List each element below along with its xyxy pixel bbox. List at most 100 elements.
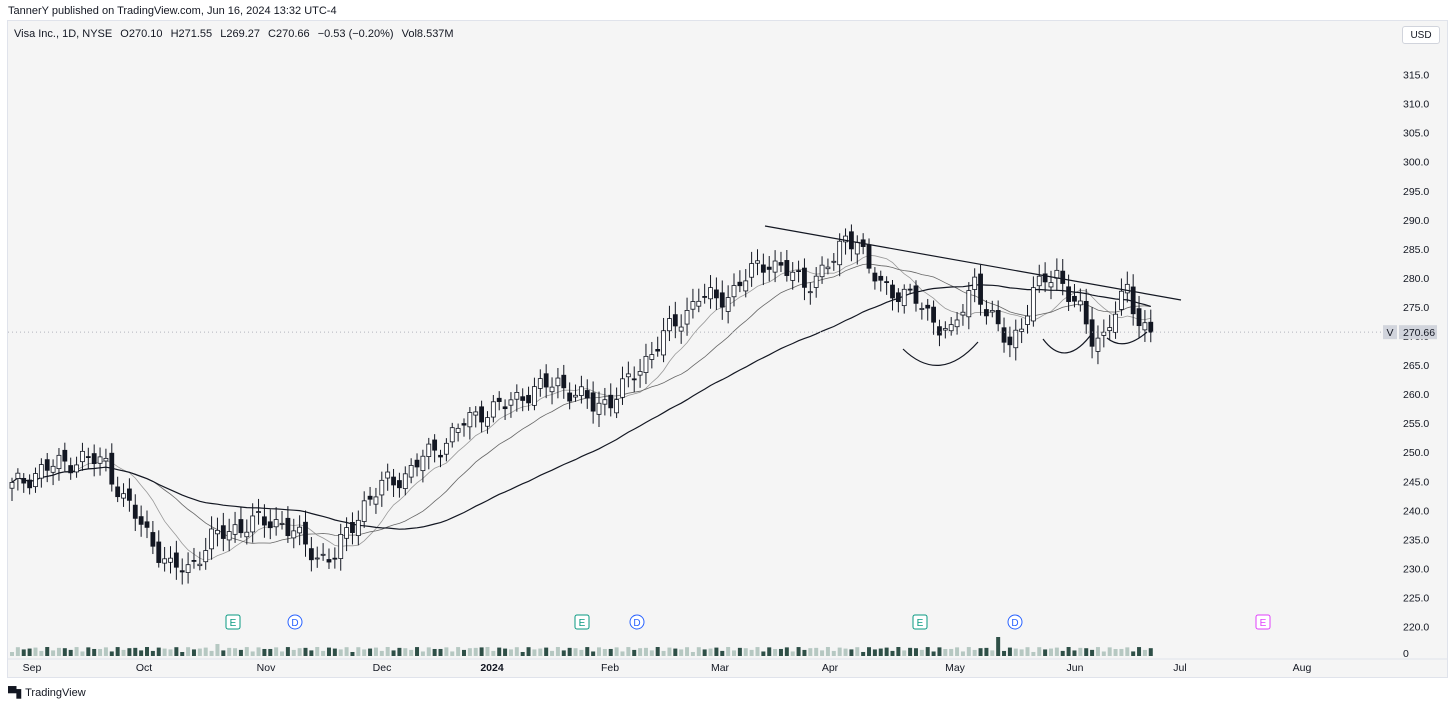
candle-body — [796, 270, 801, 273]
volume-bar — [714, 647, 719, 656]
candle-body — [714, 289, 719, 299]
candle-body — [408, 465, 414, 478]
candle-body — [256, 511, 261, 513]
x-tick-label: May — [945, 662, 966, 674]
y-tick-label: 305.0 — [1403, 128, 1429, 140]
candle-body — [555, 377, 561, 387]
candle-body — [397, 480, 402, 489]
volume-bar — [949, 648, 954, 656]
volume-bar — [215, 644, 220, 656]
candle-body — [308, 548, 314, 561]
candle-body — [438, 454, 443, 458]
x-tick-label: Sep — [23, 662, 42, 674]
volume-bar — [373, 647, 378, 656]
volume-bar — [1084, 648, 1089, 656]
candle-body — [297, 526, 303, 534]
candle-body — [285, 517, 291, 537]
volume-bar — [643, 647, 648, 656]
volume-bar — [550, 650, 555, 656]
candle-body — [238, 519, 244, 534]
arc-head — [1042, 331, 1094, 354]
candle-body — [1113, 313, 1118, 333]
candle-body — [913, 285, 919, 304]
volume-bar — [602, 648, 607, 656]
volume-bar — [438, 648, 443, 656]
candle-body — [672, 314, 678, 327]
candle-body — [203, 550, 209, 563]
candle-body — [925, 304, 931, 309]
publisher-line: TannerY published on TradingView.com, Ju… — [8, 5, 337, 17]
candle-body — [1001, 327, 1007, 343]
volume-bar — [461, 649, 466, 656]
y-tick-label: 300.0 — [1403, 157, 1429, 169]
candle-body — [373, 496, 379, 505]
volume-bar — [415, 647, 420, 656]
volume-bar — [391, 650, 396, 656]
candle-body — [226, 531, 232, 541]
volume-bar — [1048, 648, 1053, 656]
volume-bar — [74, 647, 79, 656]
candle-body — [385, 471, 391, 479]
y-tick-label: 295.0 — [1403, 186, 1429, 198]
volume-bar — [368, 648, 373, 656]
candle-body — [878, 275, 884, 281]
candle-body — [1013, 329, 1019, 349]
candle-body — [185, 564, 191, 573]
candle-body — [749, 263, 755, 278]
candle-body — [948, 324, 954, 332]
volume-bar — [720, 650, 725, 656]
volume-bar — [638, 648, 643, 656]
earnings-marker-label: E — [917, 618, 924, 629]
candle-body — [461, 423, 467, 426]
candle-body — [778, 262, 784, 266]
volume-bar — [309, 650, 314, 656]
candle-body — [391, 476, 396, 486]
candle-body — [678, 326, 684, 332]
candle-body — [907, 288, 913, 291]
candle-body — [960, 311, 966, 316]
candle-body — [1025, 315, 1030, 325]
candle-body — [262, 516, 267, 526]
volume-bar — [150, 650, 155, 656]
currency-button[interactable]: USD — [1402, 26, 1440, 44]
candle-body — [696, 300, 702, 307]
candle-body — [1036, 275, 1042, 287]
candle-body — [637, 371, 643, 376]
volume-bar — [27, 648, 32, 656]
footer-brand-label: TradingView — [25, 687, 86, 699]
volume-bar — [1137, 647, 1142, 656]
volume-bar — [456, 647, 461, 656]
candle-body — [244, 531, 250, 538]
dividend-marker — [1007, 614, 1023, 630]
earnings-marker — [225, 614, 241, 630]
volume-bar — [280, 651, 285, 656]
y-tick-label: 280.0 — [1403, 273, 1429, 285]
volume-bar — [180, 651, 185, 656]
candle-body — [573, 394, 578, 398]
volume-bar — [133, 647, 138, 656]
candle-body — [33, 473, 38, 488]
volume-bar — [884, 647, 889, 656]
candle-body — [490, 401, 496, 418]
volume-bar — [649, 650, 654, 656]
y-tick-label: 275.0 — [1403, 302, 1429, 314]
volume-bar — [227, 647, 232, 656]
candle-body — [1107, 327, 1113, 332]
candle-body — [684, 310, 690, 325]
candle-body — [872, 272, 878, 282]
volume-bar — [479, 647, 484, 656]
candle-body — [479, 406, 485, 423]
footer-brand[interactable]: ▀▮ TradingView — [8, 686, 86, 700]
chart-pane[interactable] — [7, 20, 1448, 678]
volume-bar — [773, 648, 778, 656]
legend-low: L269.27 — [220, 28, 260, 40]
candle-body — [942, 328, 948, 331]
volume-bar — [679, 649, 684, 656]
volume-bar — [767, 647, 772, 656]
volume-bar — [1007, 647, 1012, 656]
candle-body — [737, 281, 743, 287]
candle-body — [1095, 337, 1101, 352]
volume-bar — [274, 647, 279, 656]
candle-body — [449, 427, 455, 443]
